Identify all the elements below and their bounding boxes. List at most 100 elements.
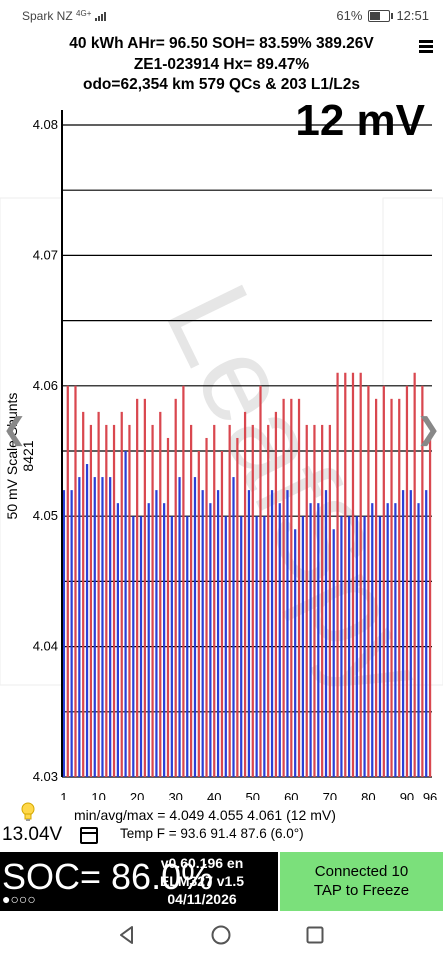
y-tick-label: 4.05 — [33, 508, 58, 523]
cell-bar — [359, 372, 362, 777]
cell-bar — [367, 385, 370, 777]
y-tick-label: 4.03 — [33, 769, 58, 784]
cell-bar — [251, 424, 254, 777]
cell-bar — [189, 424, 193, 777]
cell-bar — [163, 503, 166, 777]
cell-bar — [313, 424, 316, 777]
cell-bar — [139, 516, 143, 777]
cell-bar — [398, 398, 401, 777]
cell-bar — [401, 490, 405, 777]
signal-icon — [94, 12, 106, 21]
calendar-icon[interactable] — [80, 827, 98, 844]
cell-bar — [417, 503, 420, 777]
cell-bar — [62, 490, 66, 777]
cell-bar — [132, 516, 135, 777]
cell-bar — [382, 385, 385, 777]
cell-bar — [128, 424, 131, 777]
cell-bar — [428, 437, 432, 777]
cell-bar — [240, 516, 243, 777]
recents-icon[interactable] — [304, 924, 326, 946]
cell-bar — [201, 490, 204, 777]
y-tick-label: 4.07 — [33, 247, 58, 262]
temperature: Temp F = 93.6 91.4 87.6 (6.0°) — [120, 826, 304, 841]
cell-bar — [66, 385, 69, 777]
cell-bar — [378, 516, 382, 777]
cell-bar — [186, 516, 189, 777]
x-tick-label: 20 — [130, 790, 144, 800]
cell-bar — [371, 503, 374, 777]
clock: 12:51 — [396, 8, 429, 23]
cell-bar — [247, 490, 251, 777]
cell-bar — [101, 477, 104, 777]
app-version: v0.60.196 en — [160, 855, 244, 871]
info-line-1: 40 kWh AHr= 96.50 SOH= 83.59% 389.26V — [69, 35, 374, 52]
cell-bar — [278, 503, 281, 777]
y-tick-label: 4.04 — [33, 639, 58, 654]
cell-bar — [363, 516, 366, 777]
cell-bar — [136, 398, 139, 777]
cell-bar — [421, 385, 424, 777]
soc-panel[interactable]: SOC= 86.0% ●○○○ v0.60.196 en ELM327 v1.5… — [0, 852, 278, 911]
cell-bar — [151, 424, 154, 777]
adapter-version: ELM327 v1.5 — [159, 873, 245, 889]
cell-bar — [409, 490, 412, 777]
navigation-bar — [0, 911, 443, 960]
cell-bar — [170, 516, 173, 777]
home-icon[interactable] — [210, 924, 232, 946]
page-dots: ●○○○ — [2, 891, 36, 907]
info-line-3: odo=62,354 km 579 QCs & 203 L1/L2s — [83, 76, 360, 93]
soc-value: SOC= 86.0% — [2, 856, 214, 897]
cell-bar — [224, 516, 227, 777]
x-tick-label: 1 — [60, 790, 67, 800]
cell-bar — [97, 411, 100, 777]
aux-voltage: 13.04V — [2, 824, 63, 845]
cell-bar — [243, 411, 247, 777]
cell-bar — [159, 411, 162, 777]
menu-icon[interactable] — [419, 40, 433, 53]
cell-voltage-chart[interactable]: LeafSpy4.034.044.054.064.074.08110203040… — [0, 110, 443, 800]
cell-bar — [413, 372, 416, 777]
cell-bar — [178, 477, 181, 777]
cell-bar — [348, 516, 351, 777]
connected-line-1: Connected 10 — [314, 863, 409, 880]
cell-bar — [405, 385, 409, 777]
chevron-right-icon[interactable]: ❯ — [415, 413, 441, 446]
info-line-2: ZE1-023914 Hx= 89.47% — [133, 56, 310, 73]
chevron-left-icon[interactable]: ❮ — [2, 413, 28, 446]
battery-icon — [368, 9, 394, 22]
cell-bar — [232, 477, 235, 777]
cell-bar — [78, 477, 81, 777]
min-avg-max: min/avg/max = 4.049 4.055 4.061 (12 mV) — [74, 807, 336, 823]
cell-bar — [197, 451, 200, 777]
range-label: 12 mV — [295, 96, 425, 145]
cell-bar — [228, 424, 231, 777]
cell-bar — [205, 437, 208, 777]
cell-bar — [147, 503, 150, 777]
battery-percent: 61% — [336, 8, 363, 23]
x-tick-label: 90 — [400, 790, 414, 800]
cell-bar — [355, 516, 358, 777]
cell-bar — [270, 490, 274, 777]
cell-bar — [290, 398, 293, 777]
cell-bar — [155, 490, 158, 777]
cell-bar — [332, 529, 335, 777]
cell-bar — [89, 424, 93, 777]
cell-bar — [394, 503, 397, 777]
back-icon[interactable] — [116, 924, 138, 946]
cell-bar — [109, 477, 112, 777]
connected-button[interactable]: Connected 10 TAP to Freeze — [280, 852, 443, 911]
cell-bar — [166, 437, 170, 777]
cell-bar — [209, 503, 212, 777]
cell-bar — [263, 516, 266, 777]
y-tick-label: 4.08 — [33, 117, 58, 132]
status-right: 61% 12:51 — [336, 8, 429, 23]
cell-bar — [274, 411, 278, 777]
cell-bar — [425, 490, 428, 777]
cell-bar — [324, 490, 328, 777]
cell-bar — [328, 424, 331, 777]
cell-bar — [112, 424, 116, 777]
cell-bar — [182, 385, 185, 777]
cell-bar — [220, 451, 224, 777]
cell-bar — [294, 529, 297, 777]
lightbulb-icon[interactable] — [20, 802, 36, 822]
